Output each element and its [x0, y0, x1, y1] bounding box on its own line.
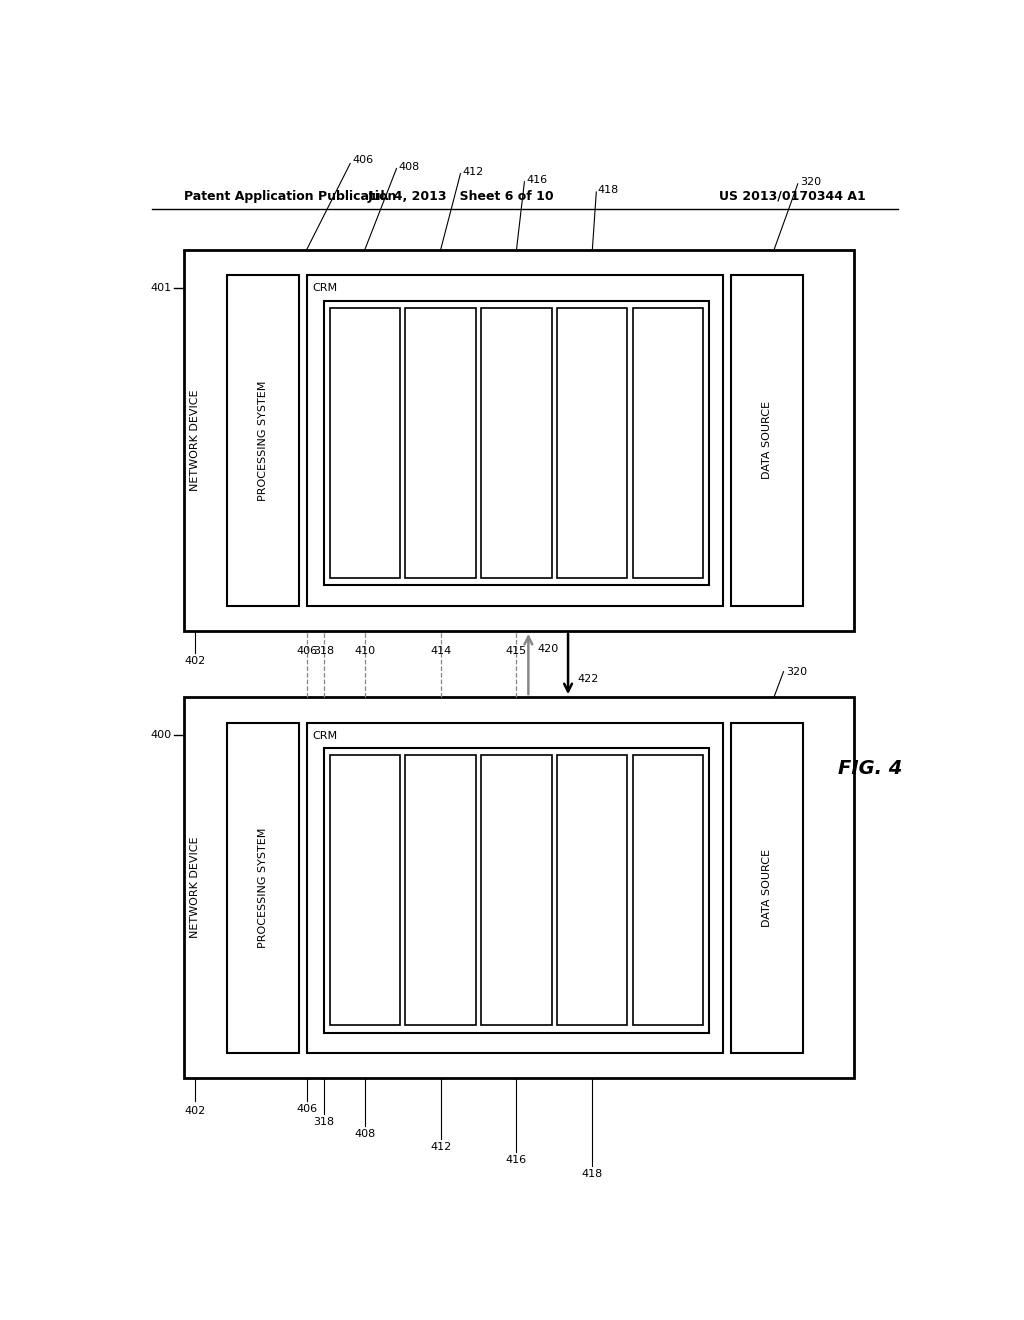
FancyBboxPatch shape — [183, 697, 854, 1078]
Text: CRM: CRM — [312, 284, 337, 293]
Text: CAPACITY DETECTION MODULE: CAPACITY DETECTION MODULE — [436, 374, 445, 512]
FancyBboxPatch shape — [324, 301, 709, 585]
Text: 402: 402 — [184, 1106, 206, 1115]
Text: 410: 410 — [354, 647, 375, 656]
Text: US 2013/0170344 A1: US 2013/0170344 A1 — [719, 190, 866, 202]
Text: 414: 414 — [430, 647, 452, 656]
Text: 406: 406 — [352, 156, 374, 165]
Text: DYNAMIC ASYMMETRIC
COMMUNICATION APPLICATION: DYNAMIC ASYMMETRIC COMMUNICATION APPLICA… — [355, 374, 375, 512]
FancyBboxPatch shape — [406, 755, 476, 1026]
Text: 416: 416 — [506, 1155, 527, 1166]
Text: 400: 400 — [151, 730, 172, 741]
Text: 406: 406 — [296, 647, 317, 656]
Text: 408: 408 — [354, 1129, 376, 1139]
Text: AUTHORIZATION MODULE: AUTHORIZATION MODULE — [512, 385, 521, 500]
FancyBboxPatch shape — [633, 308, 703, 578]
Text: CONTROL MODULE: CONTROL MODULE — [664, 400, 673, 486]
Text: 402: 402 — [184, 656, 206, 667]
Text: PORT ENABLING MODULE: PORT ENABLING MODULE — [588, 833, 597, 948]
Text: 418: 418 — [582, 1168, 603, 1179]
FancyBboxPatch shape — [731, 722, 803, 1053]
Text: PROCESSING SYSTEM: PROCESSING SYSTEM — [258, 380, 268, 500]
FancyBboxPatch shape — [406, 308, 476, 578]
Text: DATA SOURCE: DATA SOURCE — [762, 849, 772, 927]
Text: 412: 412 — [430, 1142, 452, 1152]
Text: 418: 418 — [598, 185, 620, 195]
FancyBboxPatch shape — [633, 755, 703, 1026]
Text: Jul. 4, 2013   Sheet 6 of 10: Jul. 4, 2013 Sheet 6 of 10 — [368, 190, 555, 202]
FancyBboxPatch shape — [306, 722, 723, 1053]
Text: 420: 420 — [538, 644, 559, 653]
Text: PORT ENABLE MODULE: PORT ENABLE MODULE — [588, 392, 597, 495]
Text: PROCESSING SYSTEM: PROCESSING SYSTEM — [258, 828, 268, 948]
Text: CAPACITY DETECTION MODULE: CAPACITY DETECTION MODULE — [436, 821, 445, 960]
FancyBboxPatch shape — [324, 748, 709, 1032]
Text: FIG. 4: FIG. 4 — [838, 759, 902, 777]
FancyBboxPatch shape — [306, 276, 723, 606]
Text: Patent Application Publication: Patent Application Publication — [183, 190, 396, 202]
Text: NETWORK DEVICE: NETWORK DEVICE — [190, 837, 201, 939]
FancyBboxPatch shape — [557, 308, 628, 578]
FancyBboxPatch shape — [227, 722, 299, 1053]
FancyBboxPatch shape — [227, 276, 299, 606]
Text: 415: 415 — [506, 647, 527, 656]
Text: 318: 318 — [313, 1117, 335, 1127]
Text: 406: 406 — [296, 1104, 317, 1114]
Text: 320: 320 — [800, 177, 821, 186]
FancyBboxPatch shape — [481, 308, 552, 578]
Text: 412: 412 — [463, 166, 484, 177]
FancyBboxPatch shape — [183, 249, 854, 631]
Text: AUTHORIZATION MODULE: AUTHORIZATION MODULE — [512, 833, 521, 948]
Text: DATA SOURCE: DATA SOURCE — [762, 401, 772, 479]
Text: CRM: CRM — [312, 731, 337, 741]
FancyBboxPatch shape — [731, 276, 803, 606]
Text: 401: 401 — [151, 282, 172, 293]
Text: 422: 422 — [578, 675, 599, 684]
FancyBboxPatch shape — [557, 755, 628, 1026]
Text: 318: 318 — [313, 647, 335, 656]
Text: 416: 416 — [526, 174, 548, 185]
Text: 320: 320 — [785, 667, 807, 677]
Text: 408: 408 — [399, 161, 420, 172]
Text: CONTROL MODULE: CONTROL MODULE — [664, 847, 673, 933]
FancyBboxPatch shape — [330, 308, 400, 578]
FancyBboxPatch shape — [481, 755, 552, 1026]
Text: DYNAMIC ASYMMETRIC
COMMUNICATION APPLICATION: DYNAMIC ASYMMETRIC COMMUNICATION APPLICA… — [355, 821, 375, 960]
FancyBboxPatch shape — [330, 755, 400, 1026]
Text: NETWORK DEVICE: NETWORK DEVICE — [190, 389, 201, 491]
